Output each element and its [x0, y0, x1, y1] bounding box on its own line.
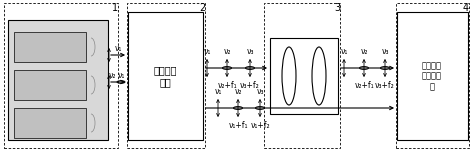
Text: 3: 3: [334, 3, 340, 13]
Text: ν₂: ν₂: [234, 87, 242, 96]
Text: ν₂: ν₂: [360, 48, 368, 56]
Bar: [127, 3, 205, 148]
Text: ν₃: ν₃: [256, 87, 264, 96]
Ellipse shape: [312, 47, 326, 105]
Bar: [8, 20, 108, 140]
Text: ν₂: ν₂: [108, 71, 116, 79]
Text: ν₃+f₂: ν₃+f₂: [240, 82, 260, 90]
Bar: [264, 3, 340, 148]
Text: ν₃: ν₃: [381, 48, 389, 56]
Bar: [14, 108, 86, 138]
Text: ν₂: ν₂: [223, 48, 231, 56]
Text: 2: 2: [199, 3, 205, 13]
Text: ν₁+f₂: ν₁+f₂: [250, 122, 270, 130]
Text: 1: 1: [112, 3, 118, 13]
Text: ν₁: ν₁: [214, 87, 222, 96]
Bar: [128, 12, 203, 140]
Text: ν₁: ν₁: [340, 48, 348, 56]
Bar: [14, 70, 86, 100]
Text: ν₁+f₁: ν₁+f₁: [228, 122, 248, 130]
Text: ν₂+f₁: ν₂+f₁: [354, 82, 374, 90]
Bar: [4, 3, 118, 148]
Ellipse shape: [282, 47, 296, 105]
Text: ν₃: ν₃: [246, 48, 254, 56]
Bar: [396, 3, 469, 148]
Text: 4: 4: [463, 3, 469, 13]
Text: 测量光路
及电路单
元: 测量光路 及电路单 元: [422, 61, 442, 91]
Bar: [270, 38, 338, 114]
Text: ν₂+f₁: ν₂+f₁: [217, 82, 237, 90]
Bar: [397, 12, 468, 140]
Text: ν₃+f₂: ν₃+f₂: [375, 82, 395, 90]
Text: ν₁: ν₁: [203, 48, 210, 56]
Text: 激光移频
单元: 激光移频 单元: [153, 65, 177, 87]
Text: ν₁: ν₁: [117, 71, 125, 79]
Bar: [14, 32, 86, 62]
Text: ν₁: ν₁: [114, 43, 122, 53]
